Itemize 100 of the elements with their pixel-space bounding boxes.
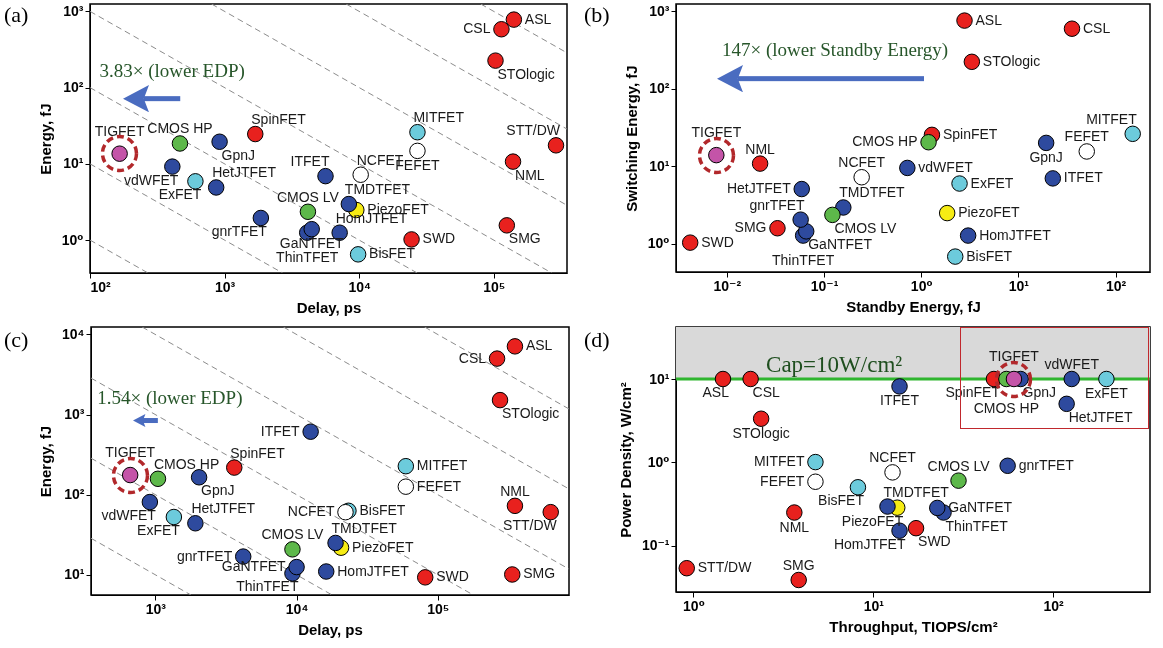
series-label: STT/DW bbox=[506, 122, 561, 139]
series-label: MITFET bbox=[413, 109, 465, 126]
y-tick-label: 10³ bbox=[649, 2, 670, 19]
series-label: NCFET bbox=[869, 449, 917, 466]
series-label: TIGFET bbox=[989, 348, 1040, 364]
x-axis-title: Delay, ps bbox=[296, 298, 362, 316]
series-label: STOlogic bbox=[982, 52, 1041, 69]
series-label: CMOS LV bbox=[927, 457, 991, 474]
x-tick-label: 10¹ bbox=[1008, 277, 1030, 294]
series-label: PiezoFET bbox=[958, 204, 1021, 221]
series-label: TIGFET bbox=[94, 122, 145, 139]
series-label: HomJTFET bbox=[979, 226, 1052, 243]
y-tick-label: 10² bbox=[63, 79, 84, 96]
series-label: ITFET bbox=[880, 392, 920, 409]
series-label: vdWFET bbox=[918, 158, 974, 175]
y-tick-label: 10¹ bbox=[64, 566, 85, 583]
series-label: CMOS HP bbox=[973, 400, 1040, 416]
y-tick-label: 10¹ bbox=[649, 370, 670, 387]
chart-title: (c) bbox=[4, 327, 29, 352]
series-label: GpnJ bbox=[201, 482, 235, 499]
series-label: BisFET bbox=[966, 247, 1013, 264]
series-label: MITFET bbox=[753, 453, 805, 470]
series-label: NCFET bbox=[287, 503, 335, 520]
series-label: CMOS LV bbox=[276, 188, 340, 205]
series-label: PiezoFET bbox=[841, 512, 904, 529]
series-label: TMDTFET bbox=[883, 483, 950, 500]
series-label: SMG bbox=[523, 565, 556, 582]
y-tick-label: 10⁻¹ bbox=[641, 537, 670, 554]
series-label: BisFET bbox=[369, 245, 416, 262]
series-label: CMOS HP bbox=[147, 120, 213, 137]
series-label: NML bbox=[745, 140, 776, 157]
series-label: ITFET bbox=[260, 422, 301, 439]
y-tick-label: 10⁰ bbox=[647, 453, 670, 470]
series-label: SpinFET bbox=[230, 444, 286, 461]
series-label: ExFET bbox=[137, 522, 181, 538]
x-axis-title: Standby Energy, fJ bbox=[846, 297, 981, 315]
series-label: vdWFET bbox=[1044, 356, 1100, 372]
x-tick-label: 10² bbox=[90, 278, 112, 295]
series-label: SWD bbox=[436, 568, 469, 585]
series-label: TMDTFET bbox=[344, 181, 411, 198]
x-tick-label: 10³ bbox=[145, 600, 167, 617]
series-label: CSL bbox=[1082, 19, 1111, 36]
ref-line-label: Cap=10W/cm² bbox=[766, 352, 903, 377]
series-label: GpnJ bbox=[1022, 384, 1057, 400]
x-tick-label: 10² bbox=[1043, 597, 1065, 614]
y-axis-title: Energy, fJ bbox=[36, 103, 54, 175]
series-label: STOlogic bbox=[732, 424, 790, 441]
x-tick-label: 10⁻¹ bbox=[810, 277, 839, 294]
series-label: SWD bbox=[422, 230, 456, 247]
series-label: TMDTFET bbox=[331, 519, 398, 536]
series-label: CMOS HP bbox=[852, 133, 918, 150]
y-tick-label: 10⁰ bbox=[647, 235, 670, 252]
series-label: ExFET bbox=[158, 186, 202, 203]
series-label: ITFET bbox=[1063, 169, 1104, 186]
x-tick-label: 10⁴ bbox=[285, 600, 309, 617]
series-label: FEFET bbox=[416, 477, 462, 494]
series-label: PiezoFET bbox=[352, 538, 414, 555]
series-label: BisFET bbox=[359, 501, 406, 518]
series-label: HomJTFET bbox=[337, 562, 410, 579]
series-label: gnrTFET bbox=[749, 196, 806, 213]
y-tick-label: 10³ bbox=[64, 406, 85, 423]
series-label: STT/DW bbox=[503, 517, 558, 534]
series-label: TIGFET bbox=[105, 444, 156, 461]
x-axis-title: Throughput, TIOPS/cm² bbox=[829, 617, 998, 635]
y-axis-title: Energy, fJ bbox=[37, 425, 54, 498]
series-label: FEFET bbox=[1064, 128, 1110, 145]
series-label: CMOS LV bbox=[834, 219, 898, 236]
series-label: FEFET bbox=[760, 472, 805, 489]
x-tick-label: 10⁵ bbox=[427, 600, 450, 617]
y-tick-label: 10³ bbox=[63, 2, 84, 19]
series-label: HetJTFET bbox=[191, 500, 256, 517]
x-tick-label: 10⁰ bbox=[683, 597, 705, 614]
series-label: SMG bbox=[782, 556, 815, 573]
series-label: ITFET bbox=[290, 153, 330, 170]
series-label: CSL bbox=[463, 20, 491, 37]
x-axis-title: Delay, ps bbox=[298, 620, 363, 638]
y-axis-title: Switching Energy, fJ bbox=[622, 65, 640, 212]
series-label: CSL bbox=[458, 349, 487, 366]
y-axis-title: Power Density, W/cm² bbox=[616, 382, 634, 538]
series-label: ExFET bbox=[1085, 385, 1129, 401]
series-label: STOlogic bbox=[502, 405, 560, 422]
series-label: SMG bbox=[508, 230, 541, 247]
series-label: MITFET bbox=[1086, 110, 1138, 127]
series-label: ASL bbox=[524, 10, 552, 27]
series-label: vdWFET bbox=[101, 507, 157, 524]
series-label: CSL bbox=[752, 384, 781, 400]
annotation: 1.54× (lower EDP) bbox=[97, 387, 243, 410]
series-label: SpinFET bbox=[942, 125, 998, 142]
x-tick-label: 10⁵ bbox=[483, 278, 506, 295]
series-label: NML bbox=[779, 518, 810, 535]
series-label: ASL bbox=[525, 337, 553, 354]
series-label: vdWFET bbox=[123, 171, 179, 188]
series-label: HetJTFET bbox=[1068, 408, 1133, 425]
y-tick-label: 10² bbox=[64, 486, 85, 503]
series-label: STOlogic bbox=[497, 65, 555, 82]
series-label: HetJTFET bbox=[212, 164, 277, 181]
series-label: ThinTFET bbox=[772, 251, 835, 268]
x-tick-label: 10³ bbox=[214, 278, 236, 295]
series-label: STT/DW bbox=[697, 559, 753, 576]
series-label: GpnJ bbox=[1029, 148, 1063, 165]
